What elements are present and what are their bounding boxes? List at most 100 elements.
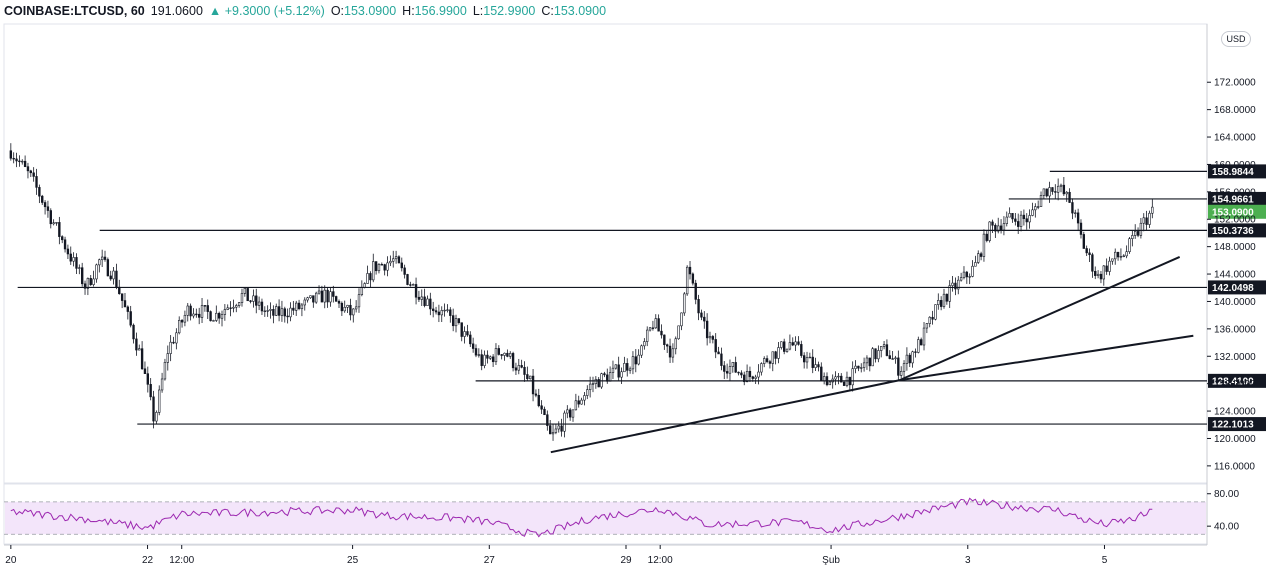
candle-down bbox=[58, 222, 61, 237]
candle-up bbox=[671, 348, 675, 358]
candle-up bbox=[155, 412, 158, 422]
candle-down bbox=[152, 396, 155, 422]
candle-up bbox=[745, 370, 749, 383]
candle-up bbox=[21, 160, 24, 163]
price-level-tag-label: 158.9844 bbox=[1212, 167, 1254, 178]
candle-up bbox=[708, 336, 712, 339]
symbol-name[interactable]: COINBASE:LTCUSD, 60 bbox=[4, 4, 145, 18]
candle-up bbox=[942, 293, 946, 307]
rsi-layer bbox=[4, 497, 1207, 538]
candle-up bbox=[1134, 231, 1137, 236]
candle-down bbox=[340, 302, 344, 312]
price-tick-label: 152.0000 bbox=[1214, 215, 1256, 226]
candle-up bbox=[483, 354, 486, 366]
candle-down bbox=[180, 320, 184, 323]
candle-up bbox=[314, 292, 318, 303]
candle-down bbox=[603, 373, 606, 376]
candle-down bbox=[979, 253, 983, 257]
price-level-tag bbox=[1208, 223, 1266, 238]
candle-down bbox=[811, 356, 814, 368]
candle-up bbox=[808, 356, 812, 359]
candle-up bbox=[646, 329, 649, 342]
candle-down bbox=[474, 348, 478, 356]
time-tick-label: 25 bbox=[347, 555, 359, 566]
candle-down bbox=[312, 295, 315, 303]
candle-down bbox=[83, 283, 87, 289]
candle-up bbox=[163, 362, 167, 380]
candle-up bbox=[186, 305, 189, 316]
candle-up bbox=[794, 341, 797, 346]
candle-down bbox=[457, 318, 461, 323]
candle-down bbox=[999, 225, 1003, 231]
candle-down bbox=[272, 309, 275, 316]
candle-up bbox=[237, 302, 241, 306]
candle-down bbox=[634, 356, 637, 365]
candle-up bbox=[788, 342, 792, 350]
candle-down bbox=[791, 342, 794, 346]
candle-up bbox=[865, 357, 869, 364]
candle-down bbox=[449, 309, 452, 316]
candle-down bbox=[66, 248, 70, 255]
candle-up bbox=[934, 304, 937, 320]
candle-up bbox=[98, 259, 101, 266]
candle-down bbox=[954, 282, 957, 290]
currency-button[interactable]: USD bbox=[1221, 31, 1251, 47]
candle-up bbox=[674, 338, 677, 350]
price-change: ▲ +9.3000 (+5.12%) bbox=[208, 4, 325, 18]
candle-up bbox=[280, 308, 284, 316]
candle-down bbox=[46, 206, 50, 211]
candle-up bbox=[894, 357, 897, 360]
candle-down bbox=[255, 295, 258, 306]
price-tick-label: 120.0000 bbox=[1214, 434, 1256, 445]
symbol-header: COINBASE:LTCUSD, 60 191.0600 ▲ +9.3000 (… bbox=[4, 2, 606, 20]
candle-down bbox=[63, 239, 67, 250]
time-tick-label: 27 bbox=[484, 555, 496, 566]
candle-up bbox=[317, 290, 321, 294]
candle-down bbox=[651, 327, 655, 329]
candle-up bbox=[503, 352, 506, 356]
candle-up bbox=[300, 304, 304, 310]
price-pane[interactable] bbox=[3, 23, 1208, 484]
candle-down bbox=[292, 307, 295, 311]
candle-down bbox=[103, 256, 107, 260]
candle-up bbox=[158, 389, 161, 413]
candle-up bbox=[426, 298, 429, 306]
price-level-tag-label: 128.4100 bbox=[1212, 376, 1254, 387]
candle-down bbox=[537, 394, 540, 407]
candle-down bbox=[660, 330, 663, 336]
candle-down bbox=[89, 278, 92, 285]
candle-down bbox=[32, 172, 35, 177]
candle-up bbox=[557, 425, 560, 430]
candle-up bbox=[175, 332, 178, 344]
candle-up bbox=[352, 308, 355, 316]
rsi-tick-label: 80.00 bbox=[1214, 489, 1239, 500]
candle-down bbox=[717, 351, 720, 355]
candle-up bbox=[86, 278, 90, 289]
price-level-tag bbox=[1208, 280, 1266, 295]
candle-up bbox=[1151, 206, 1154, 214]
candle-up bbox=[357, 294, 361, 308]
candle-up bbox=[295, 302, 298, 311]
candle-up bbox=[443, 309, 446, 312]
candle-up bbox=[392, 258, 395, 262]
candle-down bbox=[115, 270, 118, 288]
trend-line bbox=[899, 334, 1194, 382]
candle-down bbox=[123, 300, 127, 308]
candle-up bbox=[1128, 238, 1131, 253]
trend-line bbox=[550, 379, 900, 454]
time-tick-label: 20 bbox=[5, 555, 17, 566]
candles-layer bbox=[9, 143, 1154, 441]
candle-down bbox=[1017, 221, 1020, 227]
candle-up bbox=[232, 306, 235, 309]
price-tick-label: 164.0000 bbox=[1214, 133, 1256, 144]
axes-layer: 172.0000 168.0000 164.0000 160.0000 156.0000… bbox=[5, 78, 1256, 566]
candle-up bbox=[1019, 214, 1023, 227]
candle-up bbox=[974, 262, 977, 267]
candle-up bbox=[354, 306, 358, 310]
candle-down bbox=[748, 370, 752, 378]
candle-up bbox=[854, 365, 857, 369]
candle-up bbox=[877, 350, 880, 360]
candle-down bbox=[705, 320, 709, 339]
candle-down bbox=[69, 253, 72, 262]
